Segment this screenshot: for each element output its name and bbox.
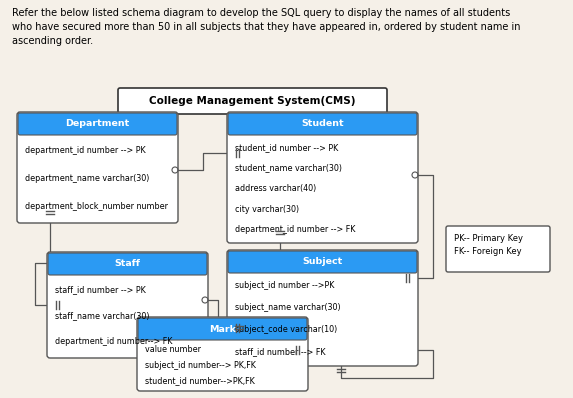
Text: department_id number --> PK: department_id number --> PK: [25, 146, 146, 155]
Text: address varchar(40): address varchar(40): [235, 184, 316, 193]
Text: Mark: Mark: [209, 324, 236, 334]
Text: department_id number --> FK: department_id number --> FK: [235, 225, 355, 234]
FancyBboxPatch shape: [138, 318, 307, 340]
Text: department_block_number number: department_block_number number: [25, 202, 168, 211]
Text: PK-- Primary Key
FK-- Foreign Key: PK-- Primary Key FK-- Foreign Key: [454, 234, 523, 256]
Text: Refer the below listed schema diagram to develop the SQL query to display the na: Refer the below listed schema diagram to…: [12, 8, 520, 46]
Text: College Management System(CMS): College Management System(CMS): [149, 96, 356, 106]
Text: value number: value number: [145, 345, 201, 354]
Text: Department: Department: [65, 119, 129, 129]
Text: subject_id number -->PK: subject_id number -->PK: [235, 281, 335, 291]
Text: staff_id number --> PK: staff_id number --> PK: [55, 285, 146, 295]
Text: department_id number--> FK: department_id number--> FK: [55, 338, 172, 347]
Text: Subject: Subject: [303, 258, 343, 267]
Text: subject_id number--> PK,FK: subject_id number--> PK,FK: [145, 361, 256, 369]
FancyBboxPatch shape: [227, 250, 418, 366]
FancyBboxPatch shape: [228, 113, 417, 135]
FancyBboxPatch shape: [118, 88, 387, 114]
Text: student_name varchar(30): student_name varchar(30): [235, 164, 342, 172]
Text: student_id number-->PK,FK: student_id number-->PK,FK: [145, 376, 255, 385]
Text: Student: Student: [301, 119, 344, 129]
FancyBboxPatch shape: [17, 112, 178, 223]
Text: department_name varchar(30): department_name varchar(30): [25, 174, 150, 183]
Text: student_id number --> PK: student_id number --> PK: [235, 143, 338, 152]
Text: subject_code varchar(10): subject_code varchar(10): [235, 326, 337, 334]
FancyBboxPatch shape: [47, 252, 208, 358]
FancyBboxPatch shape: [228, 251, 417, 273]
Text: subject_name varchar(30): subject_name varchar(30): [235, 304, 340, 312]
Text: Staff: Staff: [115, 259, 140, 269]
Text: staff_name varchar(30): staff_name varchar(30): [55, 312, 150, 320]
FancyBboxPatch shape: [137, 317, 308, 391]
FancyBboxPatch shape: [18, 113, 177, 135]
FancyBboxPatch shape: [48, 253, 207, 275]
FancyBboxPatch shape: [446, 226, 550, 272]
Text: city varchar(30): city varchar(30): [235, 205, 299, 214]
Text: staff_id number --> FK: staff_id number --> FK: [235, 347, 325, 357]
FancyBboxPatch shape: [227, 112, 418, 243]
